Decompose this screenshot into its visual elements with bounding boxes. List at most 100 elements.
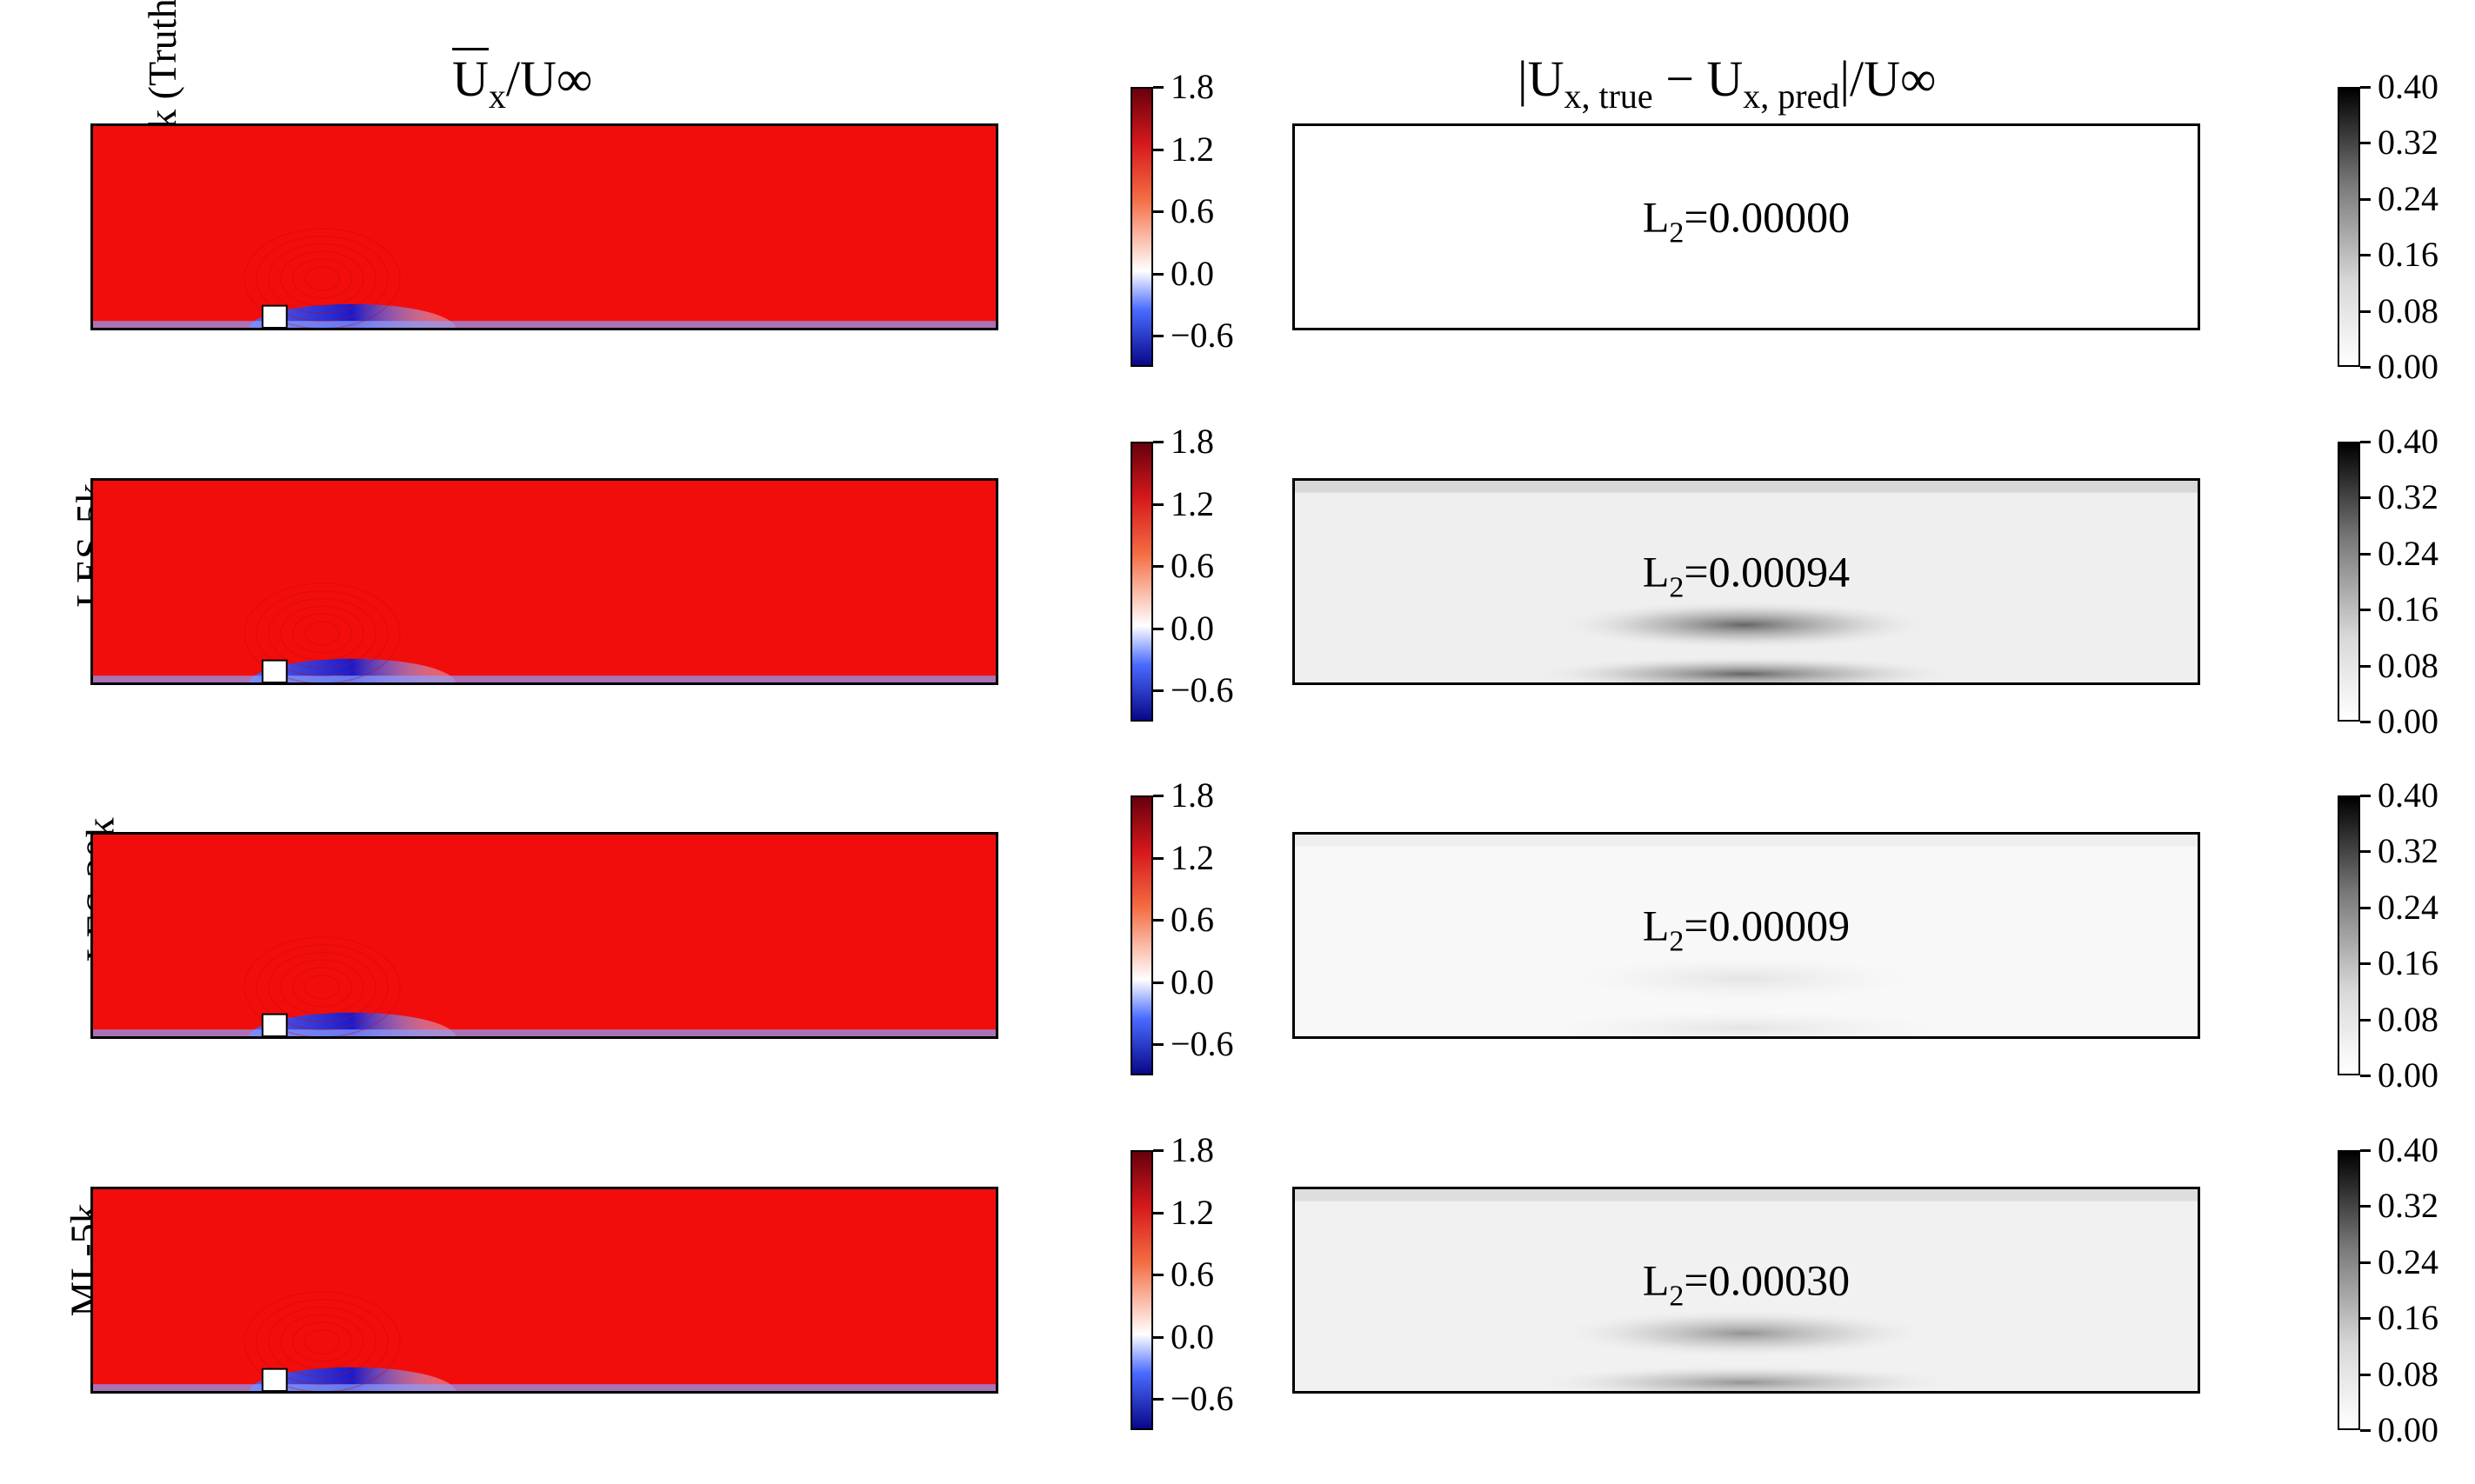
error-colorbar-tick-label: 0.08 <box>2378 999 2438 1039</box>
contour-line <box>291 258 353 299</box>
l2-subscript: 2 <box>1669 571 1684 604</box>
l2-error-label: L2=0.00030 <box>1643 1255 1850 1314</box>
error-colorbar-tick <box>2360 1149 2371 1152</box>
contour-line <box>280 605 364 662</box>
error-colorbar-tick-label: 0.24 <box>2378 1241 2438 1281</box>
error-hotspot <box>1545 953 1944 1004</box>
error-field-panel <box>1292 1187 2200 1394</box>
wall-boundary-layer <box>93 1384 996 1391</box>
error-colorbar-tick-label: 0.24 <box>2378 887 2438 927</box>
velocity-colorbar-tick-label: 1.8 <box>1171 67 1214 106</box>
obstacle <box>261 304 288 328</box>
contour-line <box>291 1321 353 1362</box>
velocity-colorbar-tick <box>1153 856 1164 860</box>
error-colorbar-tick-label: 0.00 <box>2378 1410 2438 1449</box>
velocity-colorbar-tick-label: −0.6 <box>1171 1379 1234 1419</box>
error-title-main: |U <box>1518 50 1564 107</box>
error-colorbar-tick-label: 0.32 <box>2378 831 2438 871</box>
contour-line <box>243 582 401 682</box>
contour-line <box>280 250 364 307</box>
l2-error-label: L2=0.00009 <box>1643 901 1850 959</box>
contour-line <box>268 1306 377 1378</box>
error-colorbar-tick <box>2360 1018 2371 1021</box>
velocity-colorbar-tick <box>1153 1211 1164 1214</box>
contour-line <box>256 943 389 1030</box>
contour-line <box>280 1314 364 1370</box>
velocity-colorbar-tick-label: 0.6 <box>1171 191 1214 231</box>
velocity-colorbar-tick <box>1153 981 1164 984</box>
error-colorbar-tick <box>2360 609 2371 612</box>
obstacle <box>261 1368 288 1391</box>
velocity-colorbar-tick <box>1153 795 1164 797</box>
error-colorbar-tick-label: 0.40 <box>2378 67 2438 106</box>
error-colorbar-tick <box>2360 254 2371 257</box>
velocity-colorbar <box>1131 442 1153 722</box>
l2-error-label: L2=0.00000 <box>1643 192 1850 250</box>
velocity-field-panel <box>90 123 998 330</box>
wall-boundary-layer <box>93 321 996 328</box>
velocity-colorbar-tick <box>1153 919 1164 922</box>
obstacle <box>261 1013 288 1036</box>
velocity-colorbar-tick <box>1153 272 1164 276</box>
l2-prefix: L <box>1642 1255 1670 1305</box>
error-colorbar-tick <box>2360 1373 2371 1376</box>
velocity-field-heatmap <box>93 1189 996 1391</box>
error-colorbar-tick-label: 0.40 <box>2378 1130 2438 1169</box>
l2-value: =0.00009 <box>1684 901 1851 950</box>
velocity-colorbar-tick-label: 1.8 <box>1171 1130 1214 1169</box>
l2-subscript: 2 <box>1669 216 1684 250</box>
error-field-heatmap <box>1295 1189 2198 1391</box>
contour-line <box>304 975 341 1000</box>
velocity-colorbar-tick-label: 0.6 <box>1171 1254 1214 1294</box>
velocity-colorbar-tick-label: 0.0 <box>1171 1316 1214 1356</box>
error-colorbar-tick-label: 0.24 <box>2378 178 2438 218</box>
velocity-colorbar-tick-label: −0.6 <box>1171 670 1234 710</box>
velocity-title-main: U <box>452 50 489 107</box>
velocity-field-heatmap <box>93 835 996 1036</box>
error-title-mid: − U <box>1652 50 1744 107</box>
velocity-colorbar-tick <box>1153 1335 1164 1339</box>
l2-prefix: L <box>1642 547 1670 596</box>
error-colorbar-tick <box>2360 142 2371 145</box>
velocity-colorbar-tick <box>1153 86 1164 89</box>
error-colorbar-tick <box>2360 1317 2371 1321</box>
wall-boundary-layer <box>93 1029 996 1036</box>
error-colorbar-tick <box>2360 906 2371 909</box>
wake-region <box>180 1274 974 1391</box>
error-colorbar-tick-label: 0.32 <box>2378 1186 2438 1226</box>
error-title-sub: x, true <box>1564 77 1653 116</box>
contour-line <box>243 936 401 1036</box>
error-colorbar-tick-label: 0.24 <box>2378 533 2438 573</box>
velocity-colorbar-tick-label: 0.0 <box>1171 253 1214 293</box>
error-colorbar-tick <box>2360 1429 2371 1432</box>
contour-line <box>291 967 353 1008</box>
l2-prefix: L <box>1642 192 1670 242</box>
error-colorbar-tick <box>2360 664 2371 668</box>
error-colorbar <box>2338 795 2360 1075</box>
velocity-colorbar-tick <box>1153 1274 1164 1277</box>
velocity-colorbar-tick-label: 0.0 <box>1171 608 1214 648</box>
wake-region <box>180 210 974 328</box>
error-title-sub2: x, pred <box>1743 77 1840 116</box>
contour-line <box>268 951 377 1023</box>
error-colorbar-tick <box>2360 496 2371 500</box>
error-field-panel <box>1292 123 2200 330</box>
l2-value: =0.00000 <box>1684 192 1851 242</box>
error-top-band <box>1295 481 2198 493</box>
error-colorbar-tick <box>2360 1075 2371 1077</box>
error-colorbar-tick <box>2360 1261 2371 1264</box>
velocity-colorbar-tick-label: 0.6 <box>1171 546 1214 586</box>
error-colorbar-tick-label: 0.08 <box>2378 290 2438 330</box>
error-hotspot <box>1519 1363 1970 1391</box>
contour-line <box>280 959 364 1015</box>
velocity-colorbar-tick-label: −0.6 <box>1171 1024 1234 1064</box>
error-colorbar <box>2338 87 2360 367</box>
error-colorbar-tick-label: 0.00 <box>2378 1055 2438 1095</box>
error-field-panel <box>1292 832 2200 1039</box>
error-colorbar-tick <box>2360 366 2371 369</box>
contour-line <box>304 621 341 646</box>
error-colorbar <box>2338 442 2360 722</box>
velocity-colorbar-tick-label: 1.2 <box>1171 1192 1214 1232</box>
error-colorbar-tick-label: 0.40 <box>2378 422 2438 461</box>
contour-line <box>256 1298 389 1385</box>
